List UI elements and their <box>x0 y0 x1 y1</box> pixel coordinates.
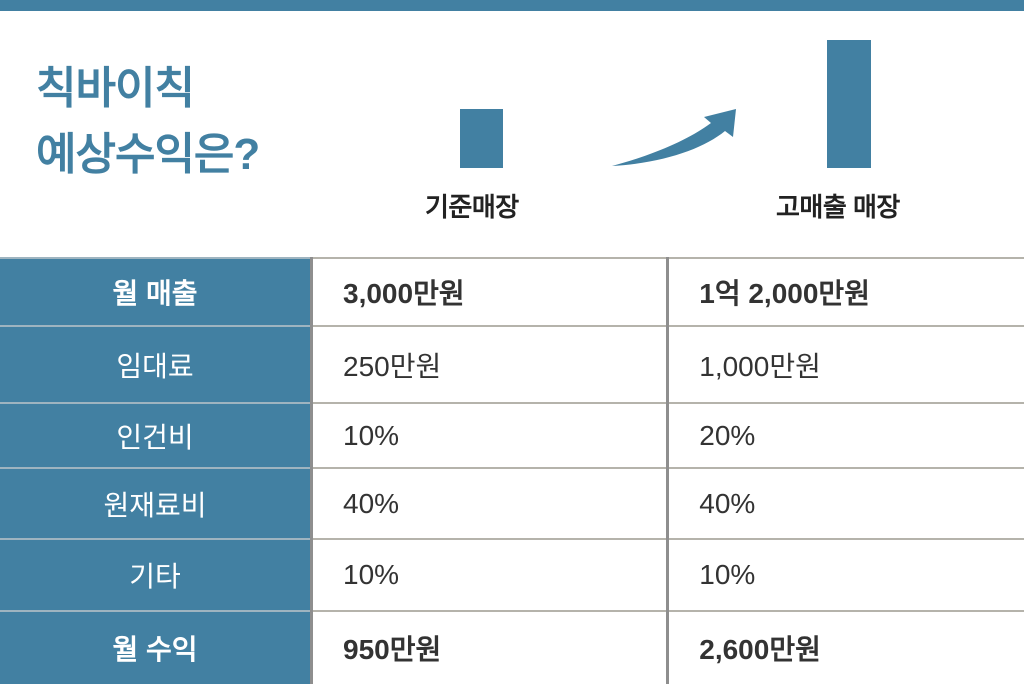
base-value: 3,000만원 <box>311 257 668 326</box>
row-header: 월 수익 <box>0 610 313 684</box>
base-value: 950만원 <box>311 610 668 684</box>
row-header: 기타 <box>0 538 313 611</box>
high-value: 10% <box>666 538 1024 611</box>
high-sales-store-bar <box>827 40 871 168</box>
base-value: 40% <box>311 467 668 539</box>
table-row-labor: 인건비 10% 20% <box>0 402 1024 468</box>
table-row-materials: 원재료비 40% 40% <box>0 467 1024 539</box>
table-row-monthly-profit: 월 수익 950만원 2,600만원 <box>0 610 1024 684</box>
high-value: 20% <box>666 402 1024 468</box>
high-sales-store-label: 고매출 매장 <box>776 192 900 222</box>
table-row-rent: 임대료 250만원 1,000만원 <box>0 325 1024 403</box>
base-value: 10% <box>311 402 668 468</box>
high-value: 1억 2,000만원 <box>666 257 1024 326</box>
page-title: 칙바이칙 예상수익은? <box>36 56 260 188</box>
up-right-curved-arrow-icon <box>612 109 736 166</box>
base-store-bar <box>460 109 503 168</box>
top-accent-bar <box>0 0 1024 11</box>
row-header: 월 매출 <box>0 257 313 326</box>
row-header: 인건비 <box>0 402 313 468</box>
base-value: 250만원 <box>311 325 668 403</box>
base-value: 10% <box>311 538 668 611</box>
high-value: 2,600만원 <box>666 610 1024 684</box>
table-row-other: 기타 10% 10% <box>0 538 1024 611</box>
row-header: 원재료비 <box>0 467 313 539</box>
base-store-label: 기준매장 <box>425 192 519 222</box>
revenue-comparison-table: 월 매출 3,000만원 1억 2,000만원 임대료 250만원 1,000만… <box>0 257 1024 684</box>
title-line-1: 칙바이칙 <box>36 64 195 113</box>
high-value: 1,000만원 <box>666 325 1024 403</box>
table-row-monthly-sales: 월 매출 3,000만원 1억 2,000만원 <box>0 257 1024 326</box>
row-header: 임대료 <box>0 325 313 403</box>
title-line-2: 예상수익은? <box>36 130 260 179</box>
high-value: 40% <box>666 467 1024 539</box>
